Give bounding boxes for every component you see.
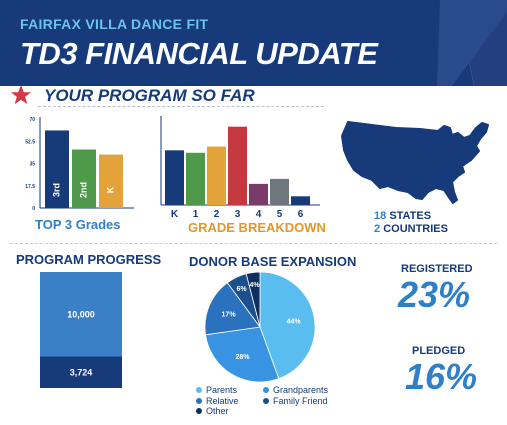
donor-base-pie-chart: 44% 28% 17% 6%4% bbox=[204, 271, 316, 383]
section-divider bbox=[38, 106, 324, 107]
pie-slice-label: 4% bbox=[250, 282, 261, 289]
program-progress-title: PROGRAM PROGRESS bbox=[16, 252, 162, 267]
grade-breakdown-chart: K 1 2 3 4 5 6 bbox=[160, 116, 320, 220]
legend-grandparents: Grandparents bbox=[263, 385, 328, 395]
countries-number: 2 bbox=[374, 223, 381, 235]
x-tick-label: 1 bbox=[193, 209, 199, 220]
section-divider-lower bbox=[10, 243, 497, 244]
bar bbox=[291, 196, 310, 205]
bar bbox=[165, 150, 184, 205]
pledged-value: 16% bbox=[405, 356, 478, 397]
states-number: 18 bbox=[374, 210, 387, 222]
x-tick-label: 4 bbox=[256, 209, 262, 220]
registered-value: 23% bbox=[398, 274, 471, 315]
bar-label: K bbox=[105, 186, 115, 193]
y-tick-label: 52.5 bbox=[25, 139, 35, 145]
bar-label: 3rd bbox=[51, 183, 61, 197]
pie-slice bbox=[205, 326, 280, 383]
legend-parents: Parents bbox=[196, 385, 237, 395]
y-tick-label: 17.5 bbox=[25, 184, 35, 190]
x-tick-label: 2 bbox=[214, 209, 220, 220]
y-tick-label: 35 bbox=[29, 162, 35, 168]
countries-stat: 2 COUNTRIES bbox=[374, 223, 448, 235]
states-stat: 18 STATES bbox=[374, 210, 431, 222]
pie-slice bbox=[259, 271, 316, 380]
pledged-label: PLEDGED bbox=[412, 345, 466, 357]
bar bbox=[45, 130, 69, 208]
bar bbox=[99, 154, 123, 208]
y-tick-label: 0 bbox=[32, 206, 35, 212]
bar bbox=[270, 178, 289, 205]
top-grades-chart: 70 52.5 35 17.5 0 3rd 2nd K bbox=[25, 117, 134, 212]
donor-base-title: DONOR BASE EXPANSION bbox=[189, 254, 357, 269]
page-title: TD3 FINANCIAL UPDATE bbox=[20, 36, 378, 71]
bar bbox=[186, 152, 205, 205]
pie-slice bbox=[204, 282, 261, 336]
progress-segment-label: 10,000 bbox=[67, 309, 95, 319]
pie-slice-label: 28% bbox=[235, 354, 250, 361]
registered-label: REGISTERED bbox=[401, 263, 473, 275]
bar bbox=[228, 126, 247, 205]
org-name: FAIRFAX VILLA DANCE FIT bbox=[20, 16, 209, 32]
program-progress-chart: 10,000 3,724 bbox=[40, 272, 122, 388]
usa-map-icon bbox=[341, 121, 489, 204]
y-tick-label: 70 bbox=[29, 117, 35, 123]
x-tick-label: 5 bbox=[277, 209, 283, 220]
top-grades-caption: TOP 3 Grades bbox=[35, 217, 121, 232]
pie-slice-label: 44% bbox=[287, 319, 302, 326]
star-icon bbox=[10, 84, 32, 105]
progress-segment bbox=[40, 356, 122, 388]
bar bbox=[249, 183, 268, 205]
legend-family-friend: Family Friend bbox=[263, 396, 328, 406]
progress-segment bbox=[40, 272, 122, 357]
countries-label: COUNTRIES bbox=[383, 223, 448, 235]
header-banner bbox=[0, 0, 507, 86]
pie-slice-label: 6% bbox=[236, 286, 247, 293]
grade-breakdown-caption: GRADE BREAKDOWN bbox=[188, 220, 326, 235]
legend-other: Other bbox=[196, 406, 229, 416]
section-title: YOUR PROGRAM SO FAR bbox=[44, 86, 255, 105]
progress-segment-label: 3,724 bbox=[70, 367, 93, 377]
x-tick-label: 6 bbox=[298, 209, 304, 220]
bar-label: 2nd bbox=[78, 182, 88, 198]
bar bbox=[72, 149, 96, 208]
states-label: STATES bbox=[389, 210, 432, 222]
pie-slice bbox=[245, 271, 261, 328]
pie-slice-label: 17% bbox=[222, 311, 237, 318]
x-tick-label: K bbox=[171, 209, 179, 220]
x-tick-label: 3 bbox=[235, 209, 241, 220]
bar bbox=[207, 146, 226, 205]
legend-relative: Relative bbox=[196, 396, 239, 406]
